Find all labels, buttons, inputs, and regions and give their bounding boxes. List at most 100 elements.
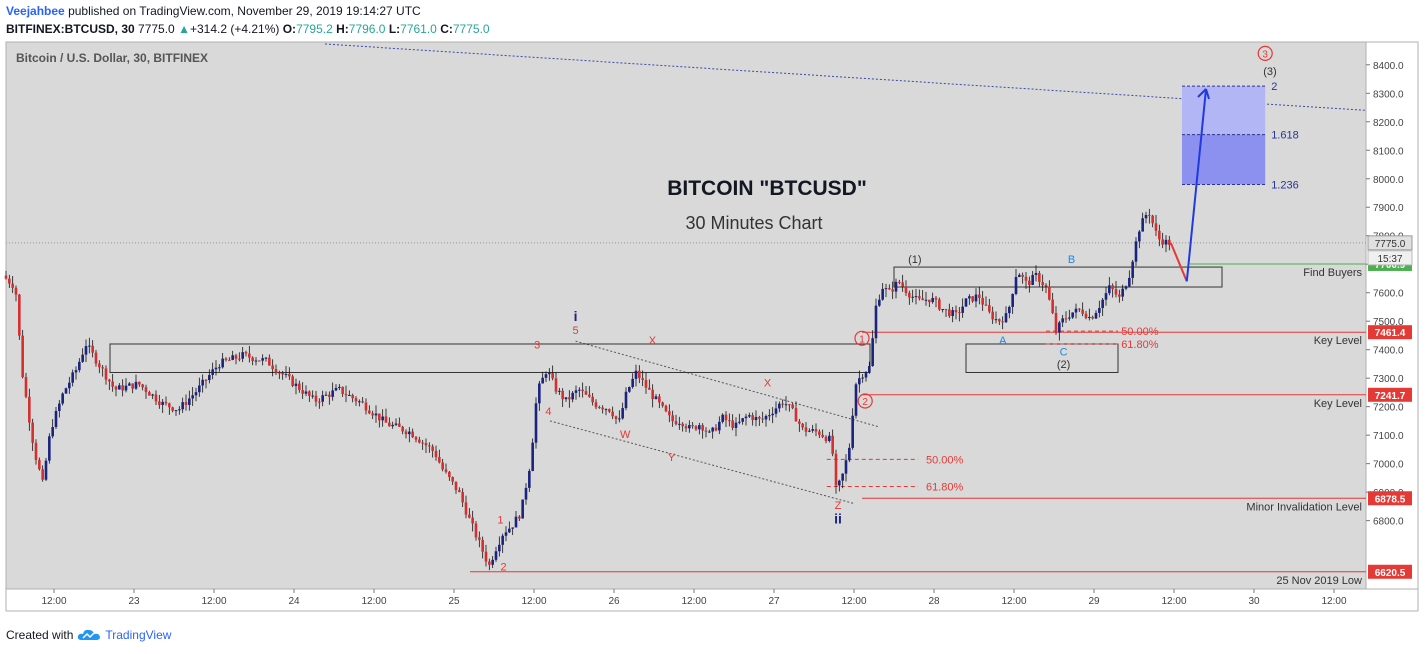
candle-body [884, 288, 888, 290]
candle-body [61, 393, 64, 404]
candle-body [451, 477, 454, 482]
candle-body [714, 427, 718, 431]
candle-body [1141, 218, 1144, 232]
candle-body [1118, 294, 1121, 297]
candle-body [878, 299, 881, 306]
candle-body [178, 409, 181, 411]
candle-body [104, 368, 108, 380]
candle-body [224, 358, 228, 360]
candle-body [938, 299, 941, 310]
candle-body [661, 402, 664, 406]
candle-body [564, 397, 568, 400]
candle-body [744, 416, 748, 419]
wave-label: W [620, 429, 631, 441]
candle-body [458, 490, 461, 493]
fib-label: 61.80% [926, 481, 964, 493]
candle-body [694, 426, 698, 430]
candle-body [1008, 306, 1011, 314]
candle-body [874, 305, 878, 339]
y-tick-label: 7300.0 [1373, 374, 1404, 385]
y-tick-label: 7500.0 [1373, 317, 1404, 328]
projection-down [1169, 242, 1188, 282]
candle-body [881, 288, 884, 300]
candle-body [1161, 239, 1164, 245]
candle-body [301, 390, 304, 394]
wave-circle [1257, 45, 1273, 61]
candle-body [778, 403, 781, 409]
candle-body [1001, 321, 1004, 323]
candle-body [88, 345, 91, 347]
y-tick-label: 8100.0 [1373, 146, 1404, 157]
candle-body [568, 397, 571, 400]
candle-body [631, 378, 634, 388]
candle-body [1021, 274, 1024, 277]
level-label: 25 Nov 2019 Low [1276, 575, 1362, 587]
candle-body [21, 335, 24, 378]
candle-body [708, 431, 711, 433]
candle-body [614, 416, 618, 419]
price-chart[interactable]: 6800.06900.07000.07100.07200.07300.07400… [0, 40, 1426, 620]
candle-body [518, 516, 521, 519]
candle-body [241, 352, 244, 359]
candle-body [801, 423, 804, 428]
candle-body [1091, 316, 1094, 319]
candle-body [118, 385, 121, 390]
x-tick-label: 12:00 [1321, 596, 1346, 607]
candle-body [761, 418, 764, 420]
candle-body [678, 423, 681, 425]
tradingview-link[interactable]: TradingView [105, 628, 172, 642]
candle-body [1041, 282, 1044, 286]
candle-body [1111, 285, 1114, 290]
candle-body [1034, 273, 1038, 275]
candle-body [634, 370, 638, 379]
candle-body [688, 425, 691, 429]
x-tick-label: 12:00 [41, 596, 66, 607]
candle-body [54, 410, 58, 428]
candle-body [1114, 289, 1118, 295]
candle-body [684, 426, 688, 429]
level-label: Key Level [1314, 335, 1362, 347]
candle-body [811, 429, 814, 431]
candle-body [251, 357, 254, 362]
candle-body [828, 435, 831, 441]
candle-body [1101, 299, 1104, 308]
candle-body [348, 394, 351, 396]
candle-body [838, 480, 841, 486]
fib-label: 50.00% [926, 454, 964, 466]
wave-circle [857, 393, 873, 409]
candle-body [28, 396, 31, 423]
candle-body [94, 352, 98, 364]
wave-label: Z [835, 500, 842, 512]
open-value: 7795.2 [296, 22, 333, 36]
candle-body [591, 396, 594, 403]
candle-body [818, 431, 821, 435]
candle-body [444, 469, 448, 472]
wave-label: (1) [908, 254, 921, 266]
candle-body [844, 460, 848, 474]
candle-body [621, 408, 624, 419]
candle-body [964, 298, 968, 307]
high-value: 7796.0 [348, 22, 386, 36]
candle-body [751, 415, 754, 421]
candle-body [538, 383, 541, 404]
candle-body [238, 358, 241, 360]
candle-body [84, 346, 88, 355]
candle-body [448, 471, 451, 478]
wave-label: A [999, 335, 1007, 347]
candle-body [268, 357, 271, 366]
candle-body [588, 394, 591, 397]
y-tick-label: 7000.0 [1373, 460, 1404, 471]
candle-body [724, 414, 728, 421]
candle-body [741, 418, 744, 422]
candle-body [794, 408, 798, 422]
candle-body [321, 395, 324, 402]
candle-body [131, 383, 134, 389]
candle-body [11, 283, 14, 288]
arrow-head [1197, 88, 1210, 100]
candle-body [288, 374, 291, 377]
candle-body [894, 281, 898, 292]
candle-body [198, 385, 201, 393]
candle-body [1138, 231, 1141, 242]
author-link[interactable]: Veejahbee [6, 4, 65, 18]
candle-body [318, 401, 321, 403]
